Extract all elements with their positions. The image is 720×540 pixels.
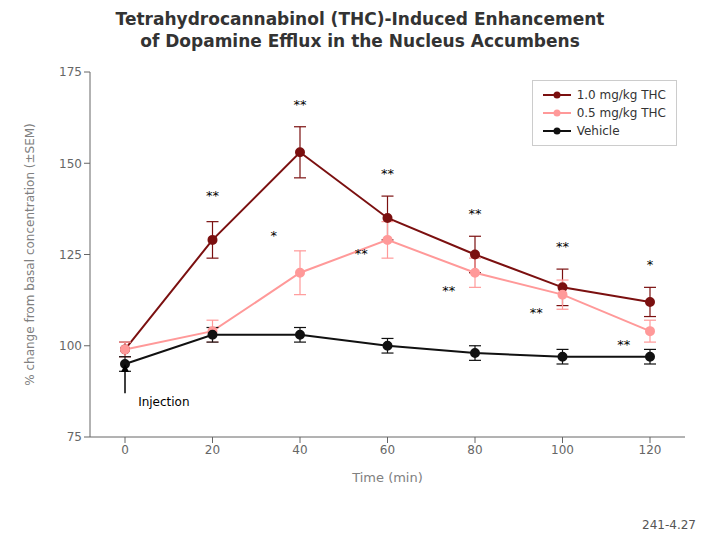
svg-text:175: 175 (59, 65, 82, 79)
svg-text:150: 150 (59, 157, 82, 171)
svg-text:75: 75 (67, 430, 82, 444)
svg-text:120: 120 (639, 443, 662, 457)
svg-text:Time (min): Time (min) (351, 470, 423, 485)
svg-text:80: 80 (467, 443, 482, 457)
html-text:Tetrahydrocannabinol (THC)-Ind: Tetrahydrocannabinol (THC)-Induced Enhan… (115, 9, 605, 29)
svg-text:*: * (271, 228, 278, 243)
svg-text:% change from basal concentrat: % change from basal concentration (±SEM) (23, 123, 37, 386)
svg-text:**: ** (355, 246, 369, 261)
svg-text:**: ** (442, 283, 456, 298)
svg-text:60: 60 (380, 443, 395, 457)
svg-text:125: 125 (59, 248, 82, 262)
svg-text:Injection: Injection (138, 395, 189, 409)
svg-text:**: ** (530, 305, 544, 320)
html-text:Vehicle: Vehicle (576, 124, 620, 138)
svg-text:**: ** (206, 188, 220, 203)
svg-text:**: ** (556, 239, 570, 254)
svg-text:0: 0 (121, 443, 129, 457)
svg-text:**: ** (617, 337, 631, 352)
svg-text:100: 100 (59, 339, 82, 353)
html-text:1.0 mg/kg THC: 1.0 mg/kg THC (576, 88, 666, 102)
html-text:of Dopamine Efflux in the Nucl: of Dopamine Efflux in the Nucleus Accumb… (140, 31, 580, 51)
svg-text:40: 40 (292, 443, 307, 457)
svg-text:**: ** (469, 206, 483, 221)
html-text:0.5 mg/kg THC: 0.5 mg/kg THC (576, 106, 666, 120)
svg-text:*: * (647, 257, 654, 272)
svg-text:100: 100 (551, 443, 574, 457)
svg-text:20: 20 (205, 443, 220, 457)
svg-text:**: ** (381, 166, 395, 181)
svg-text:**: ** (294, 97, 308, 112)
html-text:241-4.27: 241-4.27 (642, 518, 696, 532)
